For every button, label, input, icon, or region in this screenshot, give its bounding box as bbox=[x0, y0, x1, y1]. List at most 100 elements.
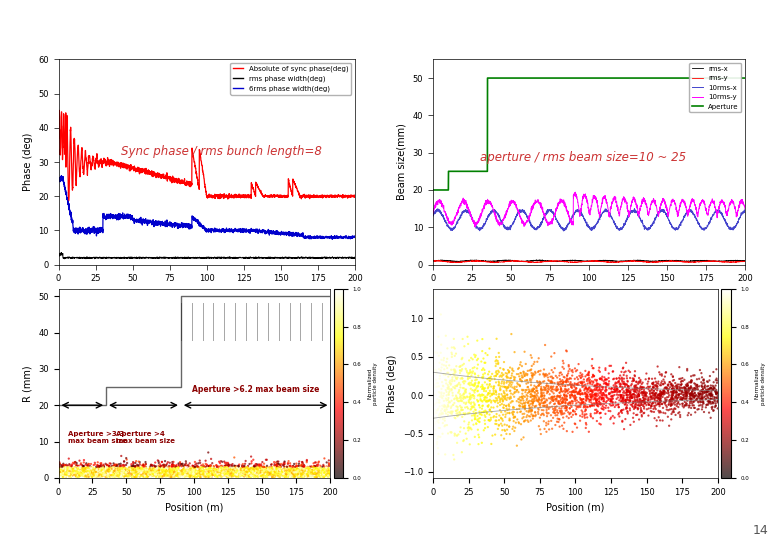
Point bbox=[583, 383, 595, 392]
Point bbox=[568, 386, 580, 395]
Point bbox=[566, 372, 579, 380]
Point bbox=[242, 467, 254, 476]
Point bbox=[663, 391, 675, 400]
Point bbox=[90, 462, 102, 471]
Point bbox=[83, 470, 95, 478]
Point bbox=[56, 466, 69, 475]
Point bbox=[97, 470, 109, 479]
Point bbox=[533, 406, 545, 414]
Point bbox=[57, 470, 69, 479]
Point bbox=[70, 469, 83, 478]
Point bbox=[459, 394, 472, 402]
Point bbox=[704, 395, 717, 403]
Point bbox=[581, 393, 594, 402]
Point bbox=[211, 469, 224, 477]
Point bbox=[139, 469, 151, 477]
Point bbox=[159, 469, 172, 477]
Point bbox=[654, 397, 667, 406]
Point bbox=[179, 463, 192, 472]
Point bbox=[307, 471, 320, 480]
Point bbox=[58, 472, 71, 481]
Point bbox=[265, 471, 278, 480]
Point bbox=[190, 468, 203, 476]
Point bbox=[151, 468, 163, 477]
Point bbox=[569, 388, 581, 397]
Point bbox=[552, 399, 565, 407]
Point bbox=[498, 401, 510, 409]
Point bbox=[466, 380, 479, 389]
Point bbox=[90, 465, 103, 474]
Point bbox=[148, 468, 161, 476]
Point bbox=[69, 465, 82, 474]
Point bbox=[107, 468, 119, 477]
Point bbox=[310, 474, 323, 482]
Point bbox=[235, 468, 247, 476]
Point bbox=[63, 463, 76, 472]
Point bbox=[119, 471, 131, 480]
Point bbox=[585, 413, 597, 421]
Point bbox=[448, 372, 461, 380]
Point bbox=[680, 391, 693, 400]
Point bbox=[89, 472, 101, 481]
Point bbox=[137, 463, 150, 472]
Point bbox=[515, 369, 527, 377]
Point bbox=[211, 465, 223, 474]
Point bbox=[310, 469, 323, 477]
Point bbox=[491, 420, 503, 428]
Point bbox=[618, 377, 630, 386]
Point bbox=[446, 407, 459, 416]
Point bbox=[317, 465, 330, 474]
Point bbox=[205, 455, 218, 463]
Point bbox=[146, 469, 158, 478]
Point bbox=[614, 382, 626, 391]
Point bbox=[294, 467, 307, 476]
Point bbox=[682, 409, 695, 417]
Point bbox=[228, 472, 240, 481]
Point bbox=[59, 470, 72, 479]
Point bbox=[208, 468, 221, 477]
Point bbox=[112, 470, 125, 478]
Point bbox=[456, 391, 469, 400]
Point bbox=[105, 470, 118, 479]
Point bbox=[83, 472, 95, 481]
Point bbox=[148, 465, 161, 474]
Point bbox=[521, 416, 534, 425]
Point bbox=[129, 470, 142, 479]
Point bbox=[694, 387, 707, 395]
Point bbox=[92, 467, 105, 476]
Point bbox=[495, 420, 507, 428]
Point bbox=[617, 396, 629, 405]
Point bbox=[506, 410, 519, 418]
Point bbox=[73, 462, 85, 470]
Point bbox=[86, 468, 98, 476]
Point bbox=[644, 382, 657, 391]
Point bbox=[138, 472, 151, 481]
Point bbox=[133, 457, 145, 466]
Point bbox=[650, 381, 662, 389]
Point bbox=[185, 468, 197, 477]
Point bbox=[576, 395, 588, 404]
Point bbox=[230, 472, 243, 481]
Point bbox=[653, 392, 665, 400]
Point bbox=[147, 469, 160, 477]
Point bbox=[250, 463, 262, 472]
Point bbox=[497, 416, 509, 425]
Point bbox=[277, 471, 289, 480]
Point bbox=[696, 393, 708, 401]
Point bbox=[537, 365, 550, 374]
Point bbox=[620, 391, 633, 400]
Point bbox=[654, 408, 667, 417]
Point bbox=[76, 466, 89, 475]
Point bbox=[606, 388, 619, 397]
Point bbox=[580, 372, 592, 381]
Point bbox=[570, 405, 583, 414]
Point bbox=[573, 360, 585, 368]
Point bbox=[140, 472, 152, 481]
Point bbox=[699, 381, 711, 389]
Point bbox=[108, 463, 120, 471]
Point bbox=[127, 460, 140, 468]
Point bbox=[138, 469, 151, 478]
Point bbox=[156, 469, 168, 477]
Point bbox=[477, 391, 490, 400]
Point bbox=[608, 403, 621, 411]
